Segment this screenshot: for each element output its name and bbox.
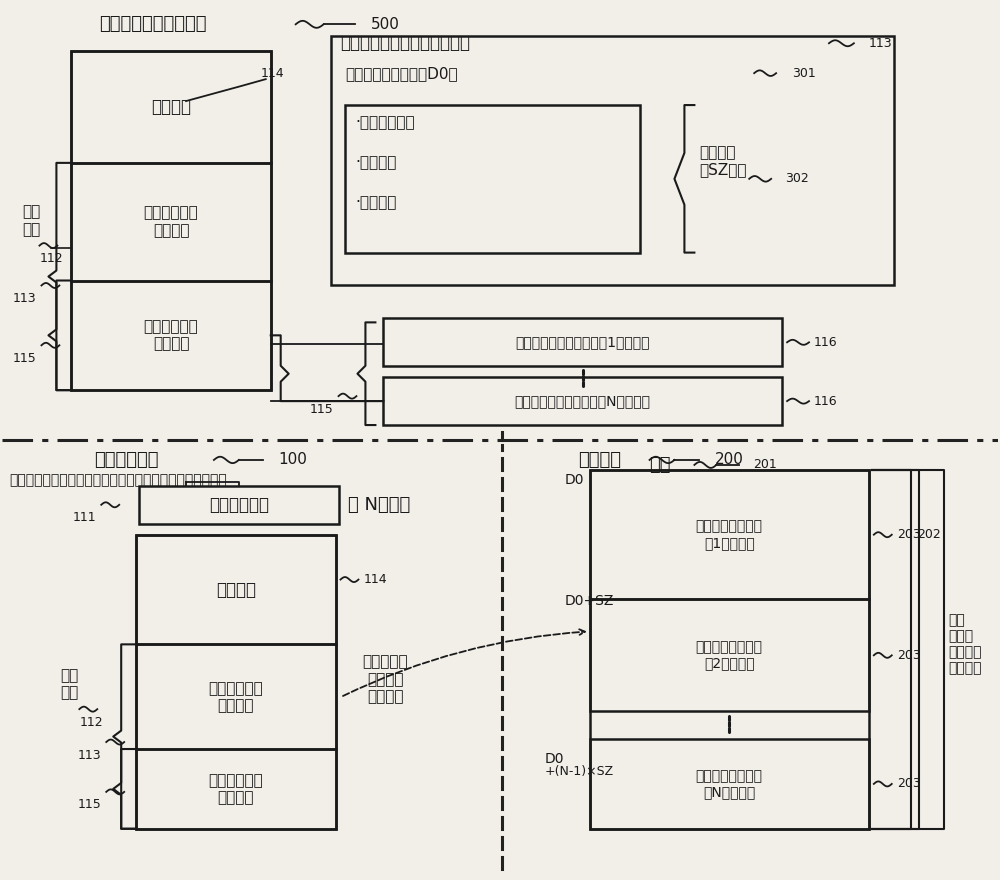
Bar (590, 470, 869, 599)
Text: D0: D0 (565, 473, 584, 487)
Text: 控制设备起始地址（D0）: 控制设备起始地址（D0） (345, 66, 458, 81)
Text: +(N-1)×SZ: +(N-1)×SZ (545, 766, 614, 779)
Text: 111: 111 (73, 511, 96, 524)
Text: 绘图
数据: 绘图 数据 (60, 668, 78, 700)
Text: 116: 116 (814, 394, 838, 407)
Bar (71, 51, 271, 390)
Text: 绘图软件（个人电脑）: 绘图软件（个人电脑） (99, 15, 207, 33)
Bar (139, 486, 339, 524)
Text: 装置标定信息是针对每个显示器进行管理（变更、保存）的: 装置标定信息是针对每个显示器进行管理（变更、保存）的 (10, 473, 227, 487)
Bar (71, 281, 271, 390)
Text: ·画面切换控制: ·画面切换控制 (355, 115, 415, 130)
Text: 112: 112 (39, 252, 63, 265)
Bar (71, 51, 271, 163)
Text: 装置全体通信
设定信息: 装置全体通信 设定信息 (208, 773, 263, 805)
Bar (590, 470, 869, 829)
Text: 113: 113 (13, 292, 36, 305)
Bar (383, 319, 782, 366)
Text: 查询与装置
相对应的
设备区域: 查询与装置 相对应的 设备区域 (363, 655, 408, 704)
Text: ·系统控制: ·系统控制 (355, 156, 397, 171)
Bar (136, 535, 336, 829)
Bar (136, 535, 336, 644)
Text: 115: 115 (78, 798, 101, 811)
Text: 共通信息: 共通信息 (151, 98, 191, 116)
Text: 114: 114 (363, 573, 387, 586)
Bar (345, 105, 640, 253)
Text: 装置个体控制
定义信息: 装置个体控制 定义信息 (208, 681, 263, 714)
Text: 202: 202 (917, 528, 940, 541)
Text: 外部仪器: 外部仪器 (578, 451, 621, 469)
Text: 115: 115 (310, 402, 334, 415)
Text: 201: 201 (753, 458, 777, 472)
Text: 203: 203 (897, 649, 920, 662)
Text: 标定装置控制信息
（2号装置）: 标定装置控制信息 （2号装置） (696, 641, 763, 671)
Bar (590, 739, 869, 829)
Bar (383, 378, 782, 425)
Text: ·安全控制: ·安全控制 (355, 195, 397, 210)
Text: 113: 113 (869, 37, 892, 50)
Text: 信息长度
（SZ）点: 信息长度 （SZ）点 (699, 144, 747, 177)
Text: 100: 100 (279, 452, 308, 467)
Text: 装置标定信息: 装置标定信息 (209, 495, 269, 514)
Text: 绘图
数据: 绘图 数据 (22, 204, 41, 237)
Bar (136, 749, 336, 829)
Text: 装置个体控制
定义信息: 装置个体控制 定义信息 (144, 206, 198, 238)
Text: 全部
装置的
标定装置
控制信息: 全部 装置的 标定装置 控制信息 (949, 613, 982, 676)
Text: 标定装置通信设定信息（N号装置）: 标定装置通信设定信息（N号装置） (515, 394, 651, 408)
Text: 装置全体通信
设定信息: 装置全体通信 设定信息 (144, 319, 198, 351)
Text: 116: 116 (814, 336, 838, 348)
Text: D0+SZ: D0+SZ (565, 595, 614, 608)
Text: 115: 115 (13, 352, 36, 364)
Text: 200: 200 (715, 452, 744, 467)
Text: 500: 500 (370, 17, 399, 32)
Text: D0: D0 (545, 752, 564, 766)
Text: 203: 203 (897, 777, 920, 790)
Text: 203: 203 (897, 528, 920, 541)
Text: 装置个体控制定义信息的明细: 装置个体控制定义信息的明细 (341, 34, 471, 52)
Text: ＝ N号装置: ＝ N号装置 (348, 495, 411, 514)
Text: 113: 113 (78, 749, 101, 761)
Bar (71, 163, 271, 281)
Bar (590, 599, 869, 711)
Text: 301: 301 (792, 67, 816, 80)
Text: 112: 112 (79, 715, 103, 729)
Text: 设备: 设备 (649, 456, 670, 474)
Text: 114: 114 (261, 67, 285, 80)
Text: 可编程显示器: 可编程显示器 (94, 451, 158, 469)
Bar (331, 36, 894, 285)
Text: 共通信息: 共通信息 (216, 581, 256, 598)
Text: 标定装置控制信息
（1号装置）: 标定装置控制信息 （1号装置） (696, 519, 763, 550)
Text: 标定装置通信设定信息（1号装置）: 标定装置通信设定信息（1号装置） (515, 335, 650, 349)
Text: 302: 302 (785, 172, 809, 186)
Text: 标定装置控制信息
（N号装置）: 标定装置控制信息 （N号装置） (696, 769, 763, 799)
Bar (136, 644, 336, 749)
